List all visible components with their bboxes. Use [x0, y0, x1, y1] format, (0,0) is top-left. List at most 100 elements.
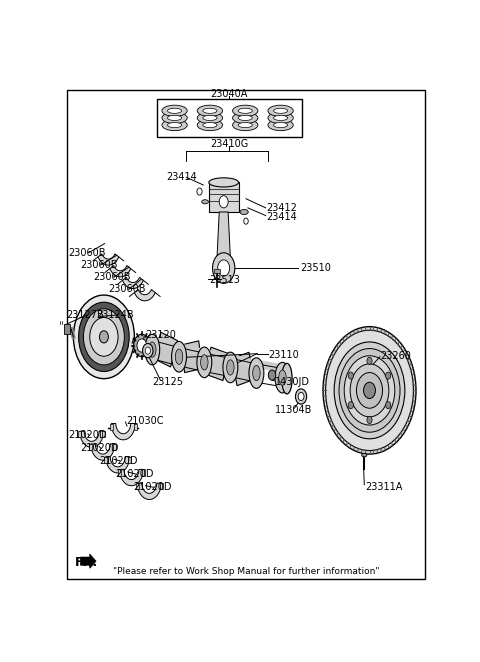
Ellipse shape	[238, 109, 252, 113]
Ellipse shape	[238, 122, 252, 128]
Ellipse shape	[197, 347, 212, 377]
Ellipse shape	[275, 362, 290, 393]
Circle shape	[385, 372, 391, 379]
Circle shape	[385, 402, 391, 408]
Ellipse shape	[249, 357, 264, 389]
Circle shape	[218, 260, 229, 276]
Polygon shape	[78, 431, 81, 438]
Circle shape	[298, 393, 304, 401]
Ellipse shape	[282, 363, 292, 394]
Polygon shape	[136, 483, 139, 489]
Text: "Please refer to Work Shop Manual for further information": "Please refer to Work Shop Manual for fu…	[113, 567, 379, 576]
Ellipse shape	[238, 115, 252, 120]
Ellipse shape	[233, 113, 258, 124]
Circle shape	[334, 342, 405, 439]
Ellipse shape	[168, 115, 181, 120]
Polygon shape	[142, 469, 145, 475]
Ellipse shape	[240, 209, 248, 214]
Polygon shape	[89, 444, 92, 450]
Polygon shape	[232, 352, 254, 386]
Text: 23410G: 23410G	[210, 138, 248, 149]
Ellipse shape	[197, 119, 223, 130]
Text: 21020D: 21020D	[133, 482, 171, 493]
Polygon shape	[106, 457, 130, 473]
Circle shape	[323, 326, 416, 454]
Polygon shape	[134, 289, 155, 301]
Polygon shape	[81, 554, 96, 568]
Text: 1430JD: 1430JD	[275, 377, 310, 387]
Circle shape	[348, 372, 353, 379]
Polygon shape	[64, 324, 71, 334]
Circle shape	[339, 349, 400, 432]
Ellipse shape	[203, 122, 217, 128]
Text: 23110: 23110	[268, 350, 299, 359]
Polygon shape	[118, 469, 121, 475]
Circle shape	[90, 318, 118, 356]
Text: 11304B: 11304B	[275, 405, 312, 415]
Ellipse shape	[172, 342, 186, 372]
Ellipse shape	[209, 178, 239, 187]
Circle shape	[367, 416, 372, 424]
Polygon shape	[217, 212, 230, 258]
Circle shape	[213, 253, 235, 283]
Circle shape	[143, 344, 153, 357]
Ellipse shape	[197, 105, 223, 117]
Polygon shape	[206, 347, 228, 381]
Ellipse shape	[274, 122, 288, 128]
Ellipse shape	[162, 113, 187, 124]
Text: 23040A: 23040A	[211, 89, 248, 99]
Ellipse shape	[203, 109, 217, 113]
Circle shape	[350, 364, 389, 417]
Text: 23260: 23260	[381, 351, 411, 361]
Text: 23124B: 23124B	[96, 310, 134, 320]
Circle shape	[84, 308, 124, 365]
Ellipse shape	[162, 105, 187, 117]
Text: 23414: 23414	[166, 172, 197, 182]
Polygon shape	[91, 444, 115, 460]
Text: 23311A: 23311A	[365, 482, 402, 493]
Ellipse shape	[168, 122, 181, 128]
Ellipse shape	[145, 334, 160, 365]
Circle shape	[268, 370, 276, 380]
Polygon shape	[209, 183, 239, 212]
Polygon shape	[102, 431, 105, 438]
Polygon shape	[104, 457, 107, 463]
Circle shape	[145, 347, 150, 354]
Polygon shape	[120, 469, 144, 486]
Circle shape	[357, 373, 383, 408]
Polygon shape	[214, 269, 220, 273]
Text: 23060B: 23060B	[81, 260, 118, 270]
Circle shape	[344, 355, 395, 425]
Polygon shape	[98, 254, 119, 265]
Polygon shape	[80, 431, 104, 448]
Ellipse shape	[175, 349, 183, 364]
Circle shape	[137, 339, 147, 352]
Circle shape	[367, 357, 372, 364]
Ellipse shape	[274, 115, 288, 120]
Bar	[156, 99, 302, 136]
Circle shape	[133, 334, 150, 357]
Text: 23414: 23414	[266, 212, 297, 222]
Circle shape	[197, 188, 202, 195]
Polygon shape	[133, 424, 137, 430]
Circle shape	[99, 331, 108, 343]
Circle shape	[79, 302, 129, 371]
Text: 21030C: 21030C	[126, 416, 164, 426]
Text: 23127B: 23127B	[67, 310, 105, 320]
Ellipse shape	[162, 119, 187, 130]
Ellipse shape	[252, 365, 260, 381]
Ellipse shape	[268, 105, 293, 117]
Ellipse shape	[233, 119, 258, 130]
Polygon shape	[122, 277, 144, 289]
Ellipse shape	[268, 113, 293, 124]
Circle shape	[219, 196, 228, 208]
Ellipse shape	[202, 200, 208, 204]
Polygon shape	[110, 265, 131, 277]
Text: 23125: 23125	[152, 377, 183, 387]
Polygon shape	[128, 457, 131, 463]
Circle shape	[325, 330, 413, 451]
Circle shape	[348, 402, 353, 408]
Ellipse shape	[197, 113, 223, 124]
Polygon shape	[113, 444, 116, 450]
Ellipse shape	[168, 109, 181, 113]
